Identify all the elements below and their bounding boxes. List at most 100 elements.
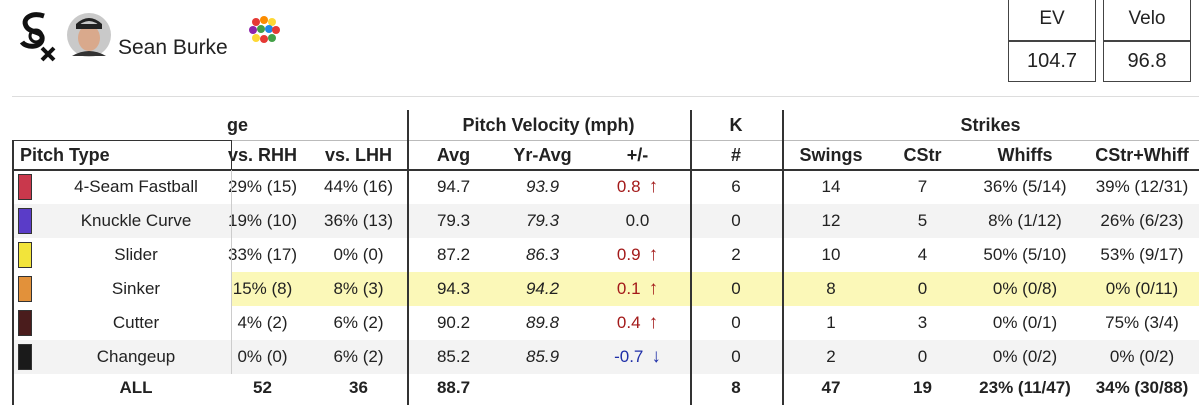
cell: 94.3 bbox=[436, 279, 471, 298]
diff-cell: 0.4 ↑ bbox=[585, 306, 690, 340]
diff-arrow: ↑ bbox=[648, 244, 659, 265]
cell: 14 bbox=[821, 177, 841, 196]
cell: 36% (5/14) bbox=[983, 177, 1067, 196]
cell: 53% (9/17) bbox=[1100, 245, 1184, 264]
cell: 0% (0) bbox=[333, 245, 384, 264]
cell: 0 bbox=[731, 279, 741, 298]
table-left-border bbox=[12, 140, 14, 405]
pitch-color bbox=[18, 344, 32, 370]
total-cell: 52 bbox=[253, 378, 272, 397]
column-header: Yr-Avg bbox=[513, 145, 572, 165]
pitch-name: Sinker bbox=[111, 279, 161, 298]
cell: 93.9 bbox=[525, 177, 560, 196]
cell: 1 bbox=[826, 313, 836, 332]
cell: 15% (8) bbox=[232, 279, 293, 298]
pitch-name: Slider bbox=[114, 245, 158, 264]
cell: 0 bbox=[731, 313, 741, 332]
diff-value: 0.1 bbox=[616, 279, 641, 298]
cell: 79.3 bbox=[436, 211, 471, 230]
diff-arrow: ↑ bbox=[648, 176, 659, 197]
cell: 10 bbox=[821, 245, 841, 264]
stat-divider bbox=[1103, 40, 1191, 42]
column-header: vs. RHH bbox=[227, 145, 298, 165]
cell: 39% (12/31) bbox=[1095, 177, 1189, 196]
cell: 5 bbox=[917, 211, 928, 230]
team-logo bbox=[19, 12, 56, 62]
total-cell: 8 bbox=[731, 378, 741, 397]
stat-value: 96.8 bbox=[1127, 50, 1167, 72]
cell: 0 bbox=[731, 211, 741, 230]
column-header: Swings bbox=[799, 145, 863, 165]
header-underline bbox=[12, 169, 1199, 171]
pitch-name: Changeup bbox=[96, 347, 176, 366]
cell: 6% (2) bbox=[333, 313, 384, 332]
pitch-name: 4-Seam Fastball bbox=[74, 177, 198, 196]
cell: 12 bbox=[821, 211, 841, 230]
group-header: Strikes bbox=[960, 115, 1021, 135]
cell: 85.2 bbox=[436, 347, 471, 366]
cell: 3 bbox=[917, 313, 928, 332]
column-header: +/- bbox=[626, 145, 649, 165]
cell: 0% (0/8) bbox=[992, 279, 1058, 298]
group-header: K bbox=[729, 115, 743, 135]
cell: 0 bbox=[917, 347, 928, 366]
total-cell: 34% (30/88) bbox=[1095, 378, 1189, 397]
cell: 2 bbox=[826, 347, 836, 366]
divider bbox=[12, 96, 1199, 97]
column-header: Whiffs bbox=[997, 145, 1053, 165]
cell: 33% (17) bbox=[228, 245, 297, 264]
column-separator bbox=[690, 110, 692, 405]
total-cell: 36 bbox=[349, 378, 368, 397]
row-background bbox=[12, 238, 1199, 272]
diff-arrow: ↓ bbox=[651, 346, 661, 367]
cell: 50% (5/10) bbox=[983, 245, 1067, 264]
player-name: Sean Burke bbox=[118, 36, 228, 59]
cell: 85.9 bbox=[525, 347, 560, 366]
cell: 0% (0/2) bbox=[1109, 347, 1175, 366]
cell: 79.3 bbox=[525, 211, 560, 230]
cell: 0% (0) bbox=[237, 347, 288, 366]
cell: 89.8 bbox=[525, 313, 560, 332]
cell: 4% (2) bbox=[237, 313, 288, 332]
column-header: # bbox=[730, 145, 741, 165]
pitch-color bbox=[18, 242, 32, 268]
diff-cell: 0.9 ↑ bbox=[585, 238, 690, 272]
diff-cell: -0.7 ↓ bbox=[585, 340, 690, 374]
diff-cell: 0.0 bbox=[585, 204, 690, 238]
column-header: Avg bbox=[436, 145, 471, 165]
cell: 86.3 bbox=[525, 245, 560, 264]
diff-value: 0.8 bbox=[616, 177, 641, 196]
cell: 8% (3) bbox=[333, 279, 384, 298]
cell: 6 bbox=[731, 177, 741, 196]
column-separator bbox=[782, 110, 784, 405]
diff-arrow: ↑ bbox=[648, 312, 659, 333]
diff-value: 0.4 bbox=[616, 313, 641, 332]
cell: 0 bbox=[731, 347, 741, 366]
diff-value: 0.0 bbox=[625, 211, 650, 230]
cell: 44% (16) bbox=[324, 177, 393, 196]
cell: 94.7 bbox=[436, 177, 471, 196]
stat-label: Velo bbox=[1128, 8, 1166, 29]
cell: 4 bbox=[917, 245, 928, 264]
pitch-color bbox=[18, 310, 32, 336]
pitch-mix-icon bbox=[249, 16, 280, 43]
total-cell: 19 bbox=[913, 378, 932, 397]
stat-label: EV bbox=[1039, 8, 1065, 29]
group-header: Pitch Velocity (mph) bbox=[462, 115, 635, 135]
pitch-color bbox=[18, 208, 32, 234]
total-cell: 23% (11/47) bbox=[979, 378, 1071, 397]
cell: 87.2 bbox=[436, 245, 471, 264]
column-header: CStr+Whiff bbox=[1095, 145, 1189, 165]
row-background bbox=[12, 340, 1199, 374]
cell: 94.2 bbox=[525, 279, 560, 298]
cell: 0 bbox=[917, 279, 928, 298]
column-separator bbox=[407, 110, 409, 405]
diff-value: -0.7 bbox=[614, 347, 644, 366]
row-background bbox=[12, 306, 1199, 340]
cell: 0% (0/2) bbox=[992, 347, 1058, 366]
cell: 0% (0/1) bbox=[992, 313, 1058, 332]
player-photo bbox=[67, 13, 111, 57]
cell: 19% (10) bbox=[228, 211, 297, 230]
cell: 2 bbox=[731, 245, 741, 264]
